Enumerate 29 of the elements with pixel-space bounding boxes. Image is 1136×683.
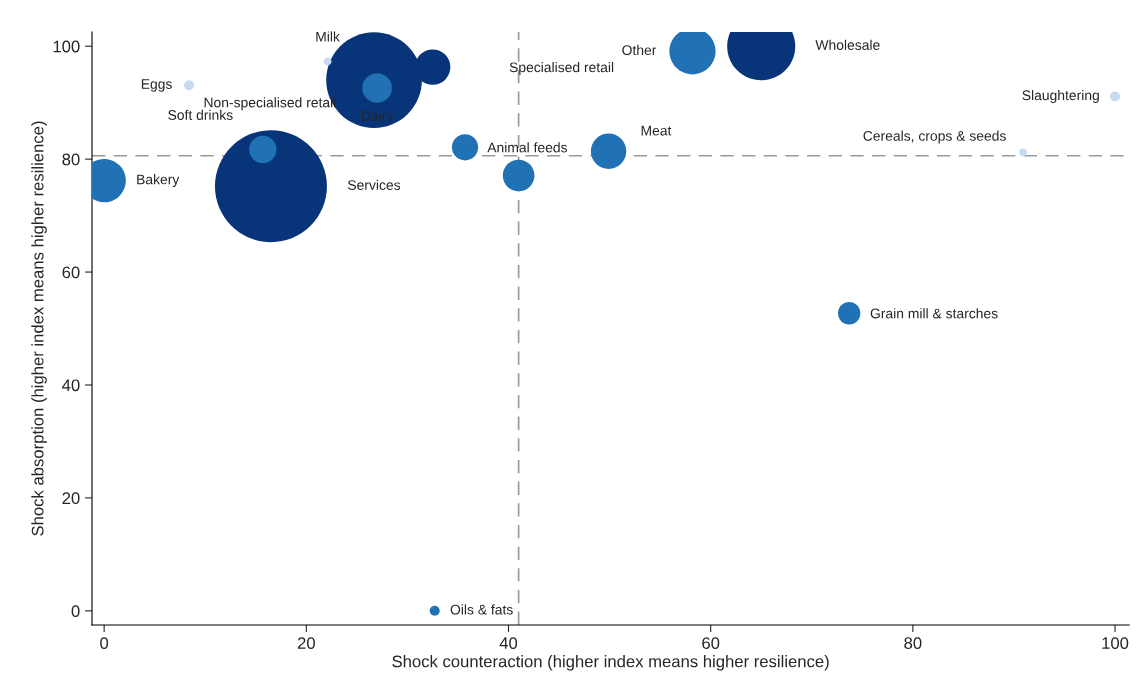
y-axis-title: Shock absorption (higher index means higher resilience) [31, 121, 47, 536]
y-tick-label: 60 [62, 266, 80, 279]
y-tick-label: 80 [62, 153, 80, 166]
annotation: Grain mill & starches [870, 308, 998, 319]
x-tick-label: 40 [499, 637, 518, 649]
annotation: Milk [316, 31, 340, 42]
annotation: Dairy [362, 110, 394, 124]
annotation: Wholesale [815, 39, 880, 50]
annotation: Specialised retail [509, 62, 614, 75]
x-tick-label: 60 [702, 637, 720, 649]
y-tick-label: 40 [62, 379, 80, 392]
annotation: Eggs [141, 79, 172, 92]
y-tick-label: 20 [62, 492, 80, 505]
annotation: Services [347, 179, 401, 190]
x-tick-label: 100 [1102, 637, 1129, 649]
x-tick-label: 20 [297, 637, 315, 649]
annotation: Slaughtering [1022, 89, 1099, 103]
annotation: Meat [641, 125, 672, 136]
annotation: Oils & fats [450, 604, 513, 615]
annotation: Cereals, crops & seeds [863, 130, 1006, 144]
annotation: Other [622, 44, 657, 56]
x-axis-title: Shock counteraction (higher index means higher resilience) [392, 655, 829, 671]
annotation: Animal feeds [487, 142, 568, 153]
x-tick-label: 80 [904, 637, 922, 649]
annotation: Soft drinks [168, 109, 233, 120]
annotation: Bakery [137, 174, 180, 188]
y-tick-label: 100 [53, 40, 80, 53]
x-tick-label: 0 [100, 637, 109, 649]
y-tick-label: 0 [71, 605, 80, 618]
